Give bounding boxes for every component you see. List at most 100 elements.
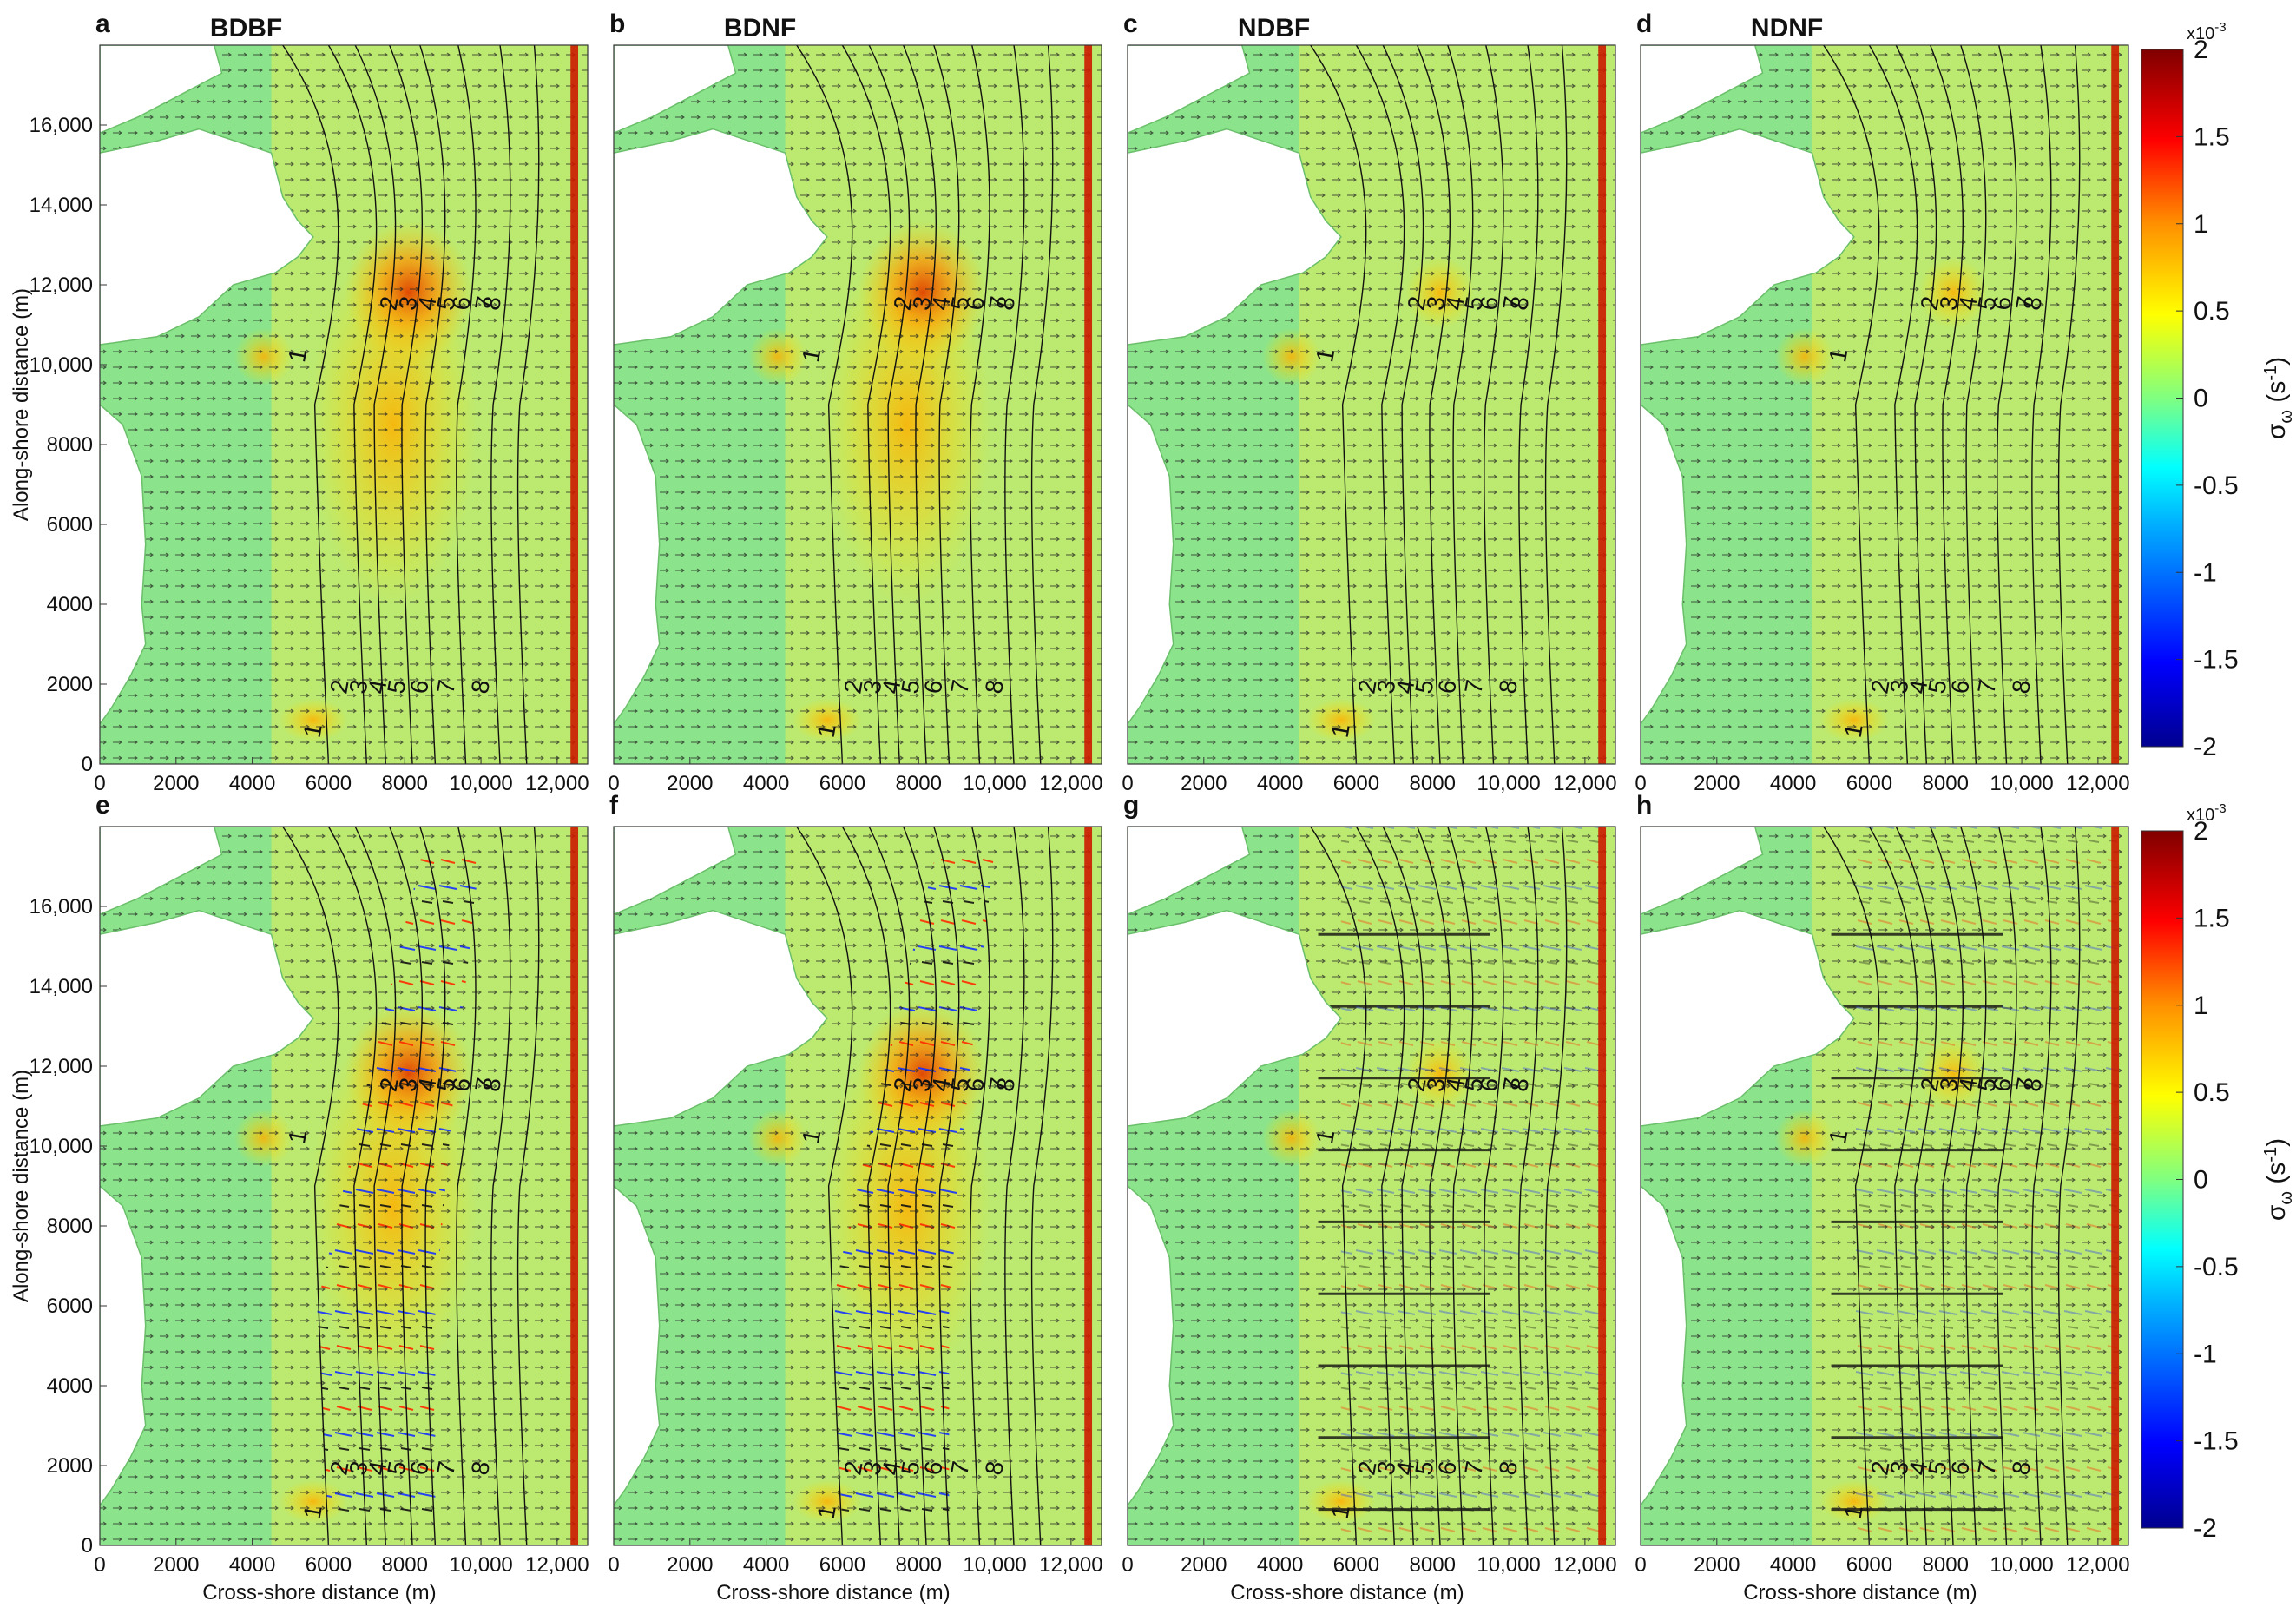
offshore-boundary-band [1598,827,1607,1545]
contour-label: 3 [1421,294,1450,313]
depth-contour [933,45,960,764]
y-tick-label: 4000 [47,1374,93,1398]
depth-contour [1960,827,1987,1545]
contour-label: 5 [382,1459,411,1478]
colorbar: 2 1.5 1 0.5 0 -0.5 -1 -1.5 -2 x10-3 σω (s-1) [2141,801,2296,1543]
x-tick-label: 2000 [667,1553,713,1577]
contour-label: 1 [1326,1503,1355,1521]
x-axis-title: Cross-shore distance (m) [716,1581,950,1604]
contour-label: 2 [839,1459,867,1478]
contour-label: 3 [907,294,936,313]
contour-label: 5 [1972,294,2001,313]
contour-label: 1 [1326,721,1355,740]
contour-label: 4 [1904,1459,1932,1478]
y-tick-label: 10,000 [30,353,93,377]
panel-frame [1127,44,1616,765]
x-tick-label: 10,000 [1990,772,2053,795]
depth-contour [903,45,937,764]
contour-label: 3 [1372,678,1400,696]
x-tick-label: 4000 [743,1553,789,1577]
x-tick-label: 2000 [153,772,199,795]
contour-label: 2 [1915,1076,1944,1094]
depth-contour [1484,827,1504,1545]
contour-label: 2 [325,1459,353,1478]
contour-label: 6 [405,1459,434,1478]
x-axis-title: Cross-shore distance (m) [202,1581,436,1604]
contour-label: 7 [945,678,974,696]
contour-label: 5 [431,1076,460,1094]
x-tick-label: 6000 [306,1553,352,1577]
depth-contour [1544,827,1568,1545]
y-tick-label: 8000 [47,433,93,457]
depth-contour [1895,827,1937,1545]
depth-contour [282,45,339,764]
depth-contour [490,45,511,764]
panel-frame [99,44,589,765]
x-tick-label: 8000 [896,772,942,795]
colorbar-tick-label: 1 [2194,210,2208,239]
y-tick-label: 0 [82,753,93,776]
contour-label: 5 [1410,678,1438,696]
depth-contour [419,45,446,764]
y-tick-label: 8000 [47,1215,93,1238]
y-tick-label: 16,000 [30,114,93,137]
x-tick-label: 8000 [896,1553,942,1577]
contour-label: 1 [1824,346,1852,365]
colorbar-label: σω (s-1) [2261,1138,2296,1221]
x-tick-label: 8000 [382,772,428,795]
x-tick-label: 0 [94,772,105,795]
x-tick-label: 10,000 [963,772,1026,795]
panel-frame [99,826,589,1546]
depth-contour [1544,45,1568,764]
x-axis-title: Cross-shore distance (m) [1743,1581,1977,1604]
x-tick-label: 0 [1635,1553,1646,1577]
contour-label: 1 [1839,1503,1868,1521]
depth-contour [1823,827,1880,1545]
contour-label: 3 [907,1076,936,1094]
x-tick-label: 6000 [1846,772,1892,795]
x-tick-label: 2000 [1181,772,1227,795]
contour-label: 5 [1972,1076,2001,1094]
contour-label: 6 [1988,1076,2016,1094]
contour-label: 1 [1839,721,1868,740]
contour-label: 6 [1946,678,1975,696]
contour-label: 2 [839,678,867,696]
colorbar-tick-label: -1.5 [2194,646,2239,675]
offshore-boundary-band [570,45,579,764]
contour-label: 8 [980,678,1009,696]
y-tick-label: 2000 [47,1454,93,1478]
contour-label: 7 [470,294,498,313]
land-mask [100,827,314,1507]
contour-label: 2 [1915,294,1944,313]
panel-letter: e [95,791,110,820]
contour-label: 1 [283,346,312,365]
contour-label: 5 [431,294,460,313]
contour-label: 4 [412,294,441,313]
depth-contour [1997,45,2017,764]
land-mask [1128,45,1342,726]
y-tick-label: 12,000 [30,1055,93,1078]
panel-frame [613,826,1102,1546]
colorbar-exponent: x10-3 [2187,801,2227,825]
contour-label: 3 [1885,1459,1913,1478]
x-tick-label: 12,000 [1553,1553,1616,1577]
y-tick-label: 12,000 [30,273,93,297]
depth-contour [1518,827,1539,1545]
y-axis-title: Along-shore distance (m) [10,1070,33,1302]
x-tick-label: 0 [1635,772,1646,795]
contour-label: 4 [1440,294,1469,313]
colorbar-tick-label: -1 [2194,1340,2217,1368]
depth-contour [1030,827,1054,1545]
offshore-boundary-band [2111,827,2120,1545]
depth-contour [327,45,378,764]
contour-label: 6 [1475,294,1503,313]
x-tick-label: 6000 [819,1553,865,1577]
x-tick-label: 4000 [229,1553,275,1577]
contour-label: 2 [1352,678,1381,696]
y-tick-label: 4000 [47,593,93,616]
contour-label: 7 [1497,294,1526,313]
contour-label: 4 [877,1459,905,1478]
